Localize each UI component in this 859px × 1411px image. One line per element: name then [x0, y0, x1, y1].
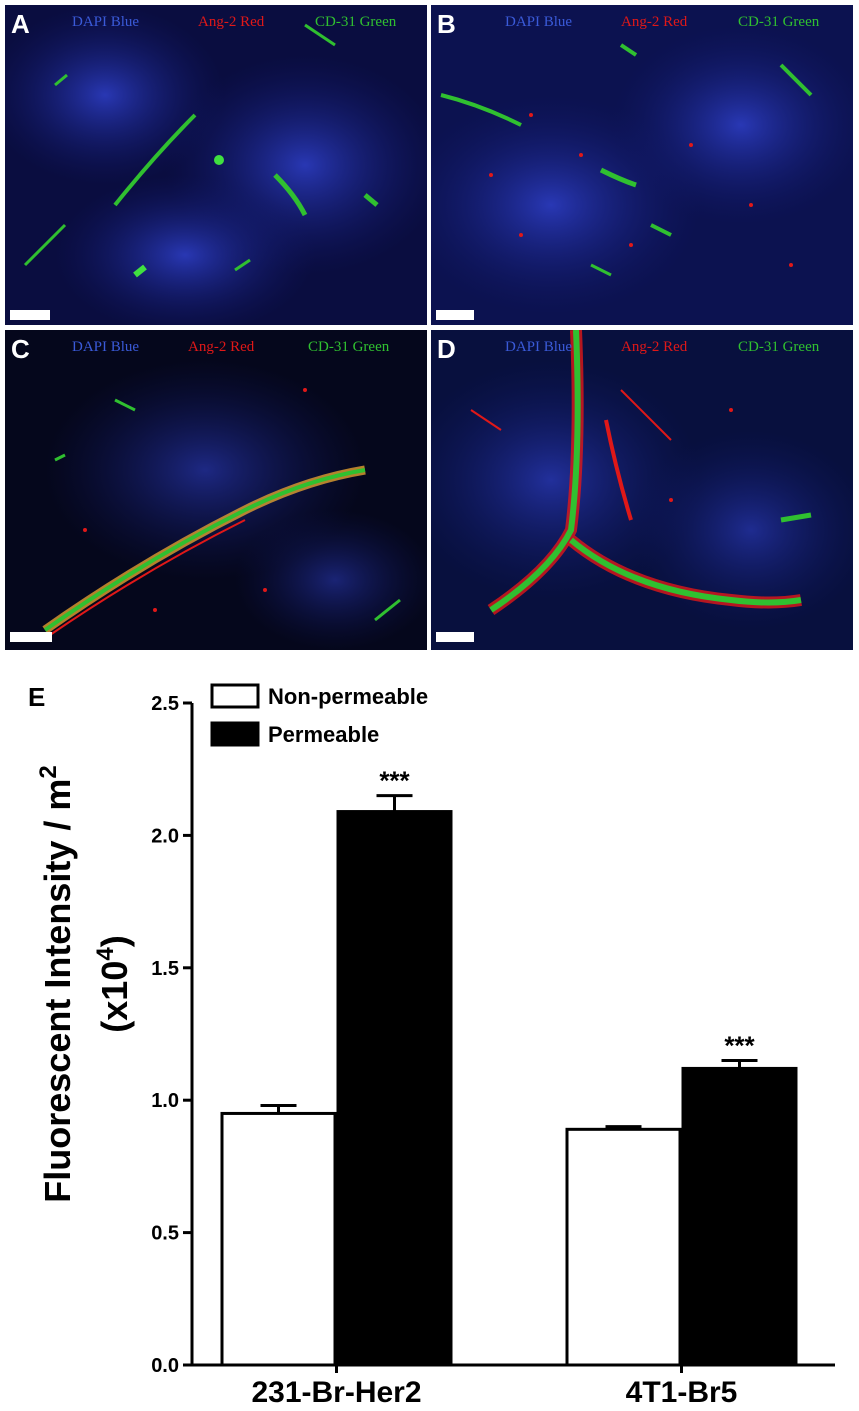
scale-bar: [10, 310, 50, 320]
legend-swatch-permeable: [210, 721, 260, 747]
channel-label-cd31: CD-31 Green: [738, 339, 820, 355]
x-category-label: 4T1-Br5: [626, 1376, 738, 1409]
significance-label: ***: [379, 766, 410, 796]
x-category-label: 231-Br-Her2: [251, 1376, 421, 1409]
micrograph-a-image: [5, 5, 427, 325]
channel-label-dapi: DAPI Blue: [72, 14, 140, 30]
panel-letter-d: D: [437, 334, 456, 364]
bar-non-permeable: [220, 1111, 337, 1367]
legend: Non-permeable Permeable: [210, 683, 428, 747]
y-tick-label: 1.5: [151, 958, 179, 980]
channel-label-ang2: Ang-2 Red: [621, 339, 688, 355]
micrograph-panel-a: A DAPI Blue Ang-2 Red CD-31 Green: [5, 5, 427, 325]
bars: *** ***: [220, 766, 798, 1367]
x-axis: 231-Br-Her2 4T1-Br5: [192, 1363, 835, 1409]
y-tick-label: 2.5: [151, 693, 179, 715]
scale-bar: [436, 310, 474, 320]
y-tick-label: 0.0: [151, 1355, 179, 1377]
channel-label-dapi: DAPI Blue: [505, 339, 573, 355]
y-tick-label: 2.0: [151, 825, 179, 847]
channel-label-ang2: Ang-2 Red: [621, 14, 688, 30]
channel-label-cd31: CD-31 Green: [315, 14, 397, 30]
scale-bar: [436, 632, 474, 642]
y-axis: 0.0 0.5 1.0 1.5 2.0 2.5: [151, 693, 194, 1377]
legend-label-permeable: Permeable: [268, 722, 379, 747]
micrograph-d-image: [431, 330, 853, 650]
micrograph-panel-b: B DAPI Blue Ang-2 Red CD-31 Green: [431, 5, 853, 325]
bar-permeable: [681, 1066, 798, 1367]
significance-label: ***: [724, 1030, 755, 1060]
panel-letter-a: A: [11, 9, 30, 39]
panel-letter-e: E: [28, 682, 45, 712]
channel-label-dapi: DAPI Blue: [505, 14, 573, 30]
y-tick-label: 1.0: [151, 1090, 179, 1112]
y-tick-label: 0.5: [151, 1223, 179, 1245]
panel-letter-b: B: [437, 9, 456, 39]
y-axis-label: Fluorescent Intensity / m2: [35, 765, 78, 1202]
channel-label-ang2: Ang-2 Red: [198, 14, 265, 30]
micrograph-panel-c: C DAPI Blue Ang-2 Red CD-31 Green: [5, 330, 427, 650]
channel-label-cd31: CD-31 Green: [738, 14, 820, 30]
channel-label-dapi: DAPI Blue: [72, 339, 140, 355]
micrograph-panel-d: D DAPI Blue Ang-2 Red CD-31 Green: [431, 330, 853, 650]
bar-non-permeable: [565, 1127, 682, 1367]
micrograph-b-image: [431, 5, 853, 325]
y-axis-unit-label: (x104): [92, 935, 135, 1032]
bar-permeable: [336, 810, 453, 1367]
micrograph-c-image: [5, 330, 427, 650]
panel-letter-c: C: [11, 334, 30, 364]
channel-label-ang2: Ang-2 Red: [188, 339, 255, 355]
legend-label-non-permeable: Non-permeable: [268, 684, 428, 709]
bar-chart: E Fluorescent Intensity / m2 (x104) 0.00…: [28, 682, 835, 1409]
legend-swatch-non-permeable: [210, 683, 260, 709]
channel-label-cd31: CD-31 Green: [308, 339, 390, 355]
scale-bar: [10, 632, 52, 642]
